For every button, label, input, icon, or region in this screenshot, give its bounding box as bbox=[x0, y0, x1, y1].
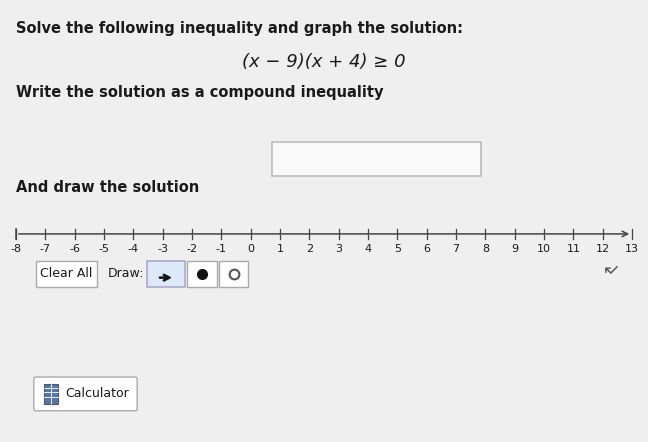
Text: 5: 5 bbox=[394, 244, 401, 254]
Text: 12: 12 bbox=[596, 244, 610, 254]
Text: 7: 7 bbox=[452, 244, 459, 254]
FancyBboxPatch shape bbox=[36, 261, 97, 286]
Text: 6: 6 bbox=[423, 244, 430, 254]
Text: Solve the following inequality and graph the solution:: Solve the following inequality and graph… bbox=[16, 21, 463, 36]
Text: -5: -5 bbox=[98, 244, 110, 254]
FancyBboxPatch shape bbox=[147, 261, 185, 286]
FancyBboxPatch shape bbox=[218, 261, 248, 286]
FancyBboxPatch shape bbox=[34, 377, 137, 411]
Text: ↲: ↲ bbox=[597, 260, 620, 283]
Text: -6: -6 bbox=[69, 244, 80, 254]
Text: Write the solution as a compound inequality: Write the solution as a compound inequal… bbox=[16, 85, 384, 100]
FancyBboxPatch shape bbox=[272, 142, 481, 176]
Text: 4: 4 bbox=[364, 244, 371, 254]
Text: 1: 1 bbox=[277, 244, 283, 254]
Text: -3: -3 bbox=[157, 244, 168, 254]
Text: 9: 9 bbox=[511, 244, 518, 254]
FancyBboxPatch shape bbox=[187, 261, 216, 286]
Text: 0: 0 bbox=[247, 244, 254, 254]
Text: 2: 2 bbox=[306, 244, 313, 254]
Text: -2: -2 bbox=[187, 244, 198, 254]
Text: Calculator: Calculator bbox=[65, 387, 130, 400]
Text: 11: 11 bbox=[566, 244, 581, 254]
Text: (x − 9)(x + 4) ≥ 0: (x − 9)(x + 4) ≥ 0 bbox=[242, 53, 406, 71]
Text: 13: 13 bbox=[625, 244, 639, 254]
Text: Draw:: Draw: bbox=[108, 267, 144, 280]
Text: And draw the solution: And draw the solution bbox=[16, 180, 199, 195]
FancyBboxPatch shape bbox=[44, 384, 58, 404]
Text: -1: -1 bbox=[216, 244, 227, 254]
Text: Clear All: Clear All bbox=[40, 267, 93, 280]
Text: 8: 8 bbox=[482, 244, 489, 254]
Text: 3: 3 bbox=[335, 244, 342, 254]
Text: -7: -7 bbox=[40, 244, 51, 254]
Text: 10: 10 bbox=[537, 244, 551, 254]
Text: -4: -4 bbox=[128, 244, 139, 254]
Text: -8: -8 bbox=[10, 244, 21, 254]
